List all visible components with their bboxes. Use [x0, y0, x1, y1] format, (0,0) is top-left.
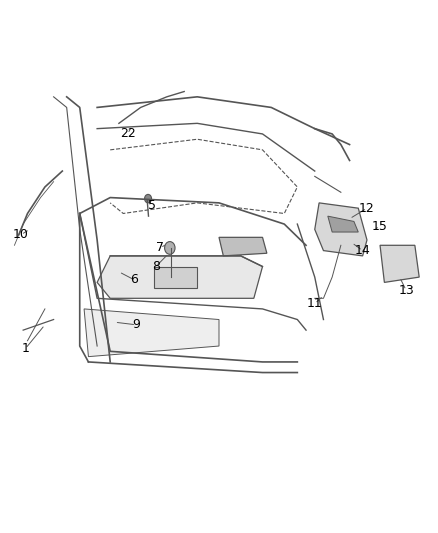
- Circle shape: [165, 241, 175, 254]
- Polygon shape: [154, 266, 197, 288]
- Polygon shape: [84, 309, 219, 357]
- Text: 7: 7: [156, 241, 164, 254]
- Text: 15: 15: [372, 220, 388, 233]
- Text: 12: 12: [359, 201, 375, 215]
- Polygon shape: [219, 237, 267, 256]
- Polygon shape: [315, 203, 367, 256]
- Polygon shape: [97, 256, 262, 298]
- Circle shape: [145, 195, 152, 203]
- Text: 11: 11: [307, 297, 323, 310]
- Text: 8: 8: [152, 260, 160, 273]
- Text: 5: 5: [148, 199, 155, 212]
- Polygon shape: [380, 245, 419, 282]
- Text: 22: 22: [120, 127, 135, 140]
- Text: 9: 9: [132, 318, 140, 332]
- Text: 13: 13: [398, 284, 414, 297]
- Text: 14: 14: [355, 244, 371, 257]
- Text: 1: 1: [21, 342, 29, 355]
- Polygon shape: [328, 216, 358, 232]
- Text: 6: 6: [130, 273, 138, 286]
- Text: 10: 10: [13, 228, 29, 241]
